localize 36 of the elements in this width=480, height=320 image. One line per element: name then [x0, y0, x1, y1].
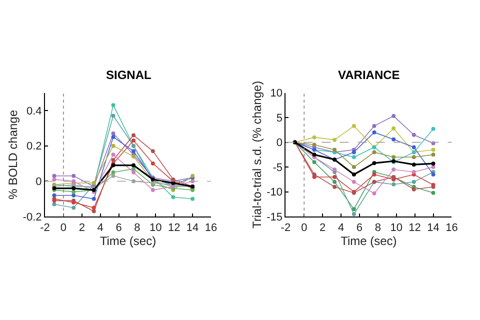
y-tick-label: 0.2 [26, 140, 42, 153]
y-tick-label: 0 [276, 137, 282, 150]
x-tick-label: 2 [320, 222, 326, 234]
x-tick-label: -2 [280, 222, 291, 234]
x-tick-label: 10 [150, 222, 162, 234]
x-tick-label: 8 [374, 222, 381, 234]
x-tick-label: 4 [338, 222, 344, 234]
y-tick-label: -5 [272, 162, 282, 174]
y-axis-title: Trial-to-trial s.d. (% change) [250, 80, 264, 228]
y-tick-label: 0 [36, 176, 42, 188]
x-tick-label: 8 [134, 222, 140, 234]
x-axis-title: Time (sec) [340, 234, 397, 248]
chart-title: VARIANCE [338, 68, 400, 82]
chart-title: SIGNAL [106, 68, 152, 82]
x-tick-label: 0 [60, 222, 67, 234]
y-tick-label: 10 [270, 88, 282, 100]
x-tick-label: -2 [40, 222, 50, 234]
x-tick-label: 2 [78, 222, 85, 234]
x-tick-label: 0 [301, 222, 308, 234]
y-tick-label: 5 [276, 112, 282, 124]
x-tick-label: 6 [356, 222, 363, 234]
x-axis-title: Time (sec) [100, 234, 156, 248]
x-tick-label: 10 [390, 222, 402, 234]
y-axis-title: % BOLD change [6, 110, 20, 200]
y-tick-label: -0.2 [22, 211, 42, 224]
x-tick-label: 16 [204, 222, 218, 234]
x-tick-label: 6 [116, 222, 122, 234]
y-tick-label: -15 [266, 211, 282, 224]
x-tick-label: 12 [408, 222, 421, 234]
x-tick-label: 4 [97, 222, 104, 234]
x-tick-label: 16 [446, 222, 458, 234]
y-tick-label: 0.4 [26, 105, 42, 118]
x-tick-label: 14 [186, 222, 199, 234]
x-tick-label: 14 [427, 222, 440, 234]
y-tick-label: -10 [266, 186, 282, 199]
x-tick-label: 12 [168, 222, 180, 234]
